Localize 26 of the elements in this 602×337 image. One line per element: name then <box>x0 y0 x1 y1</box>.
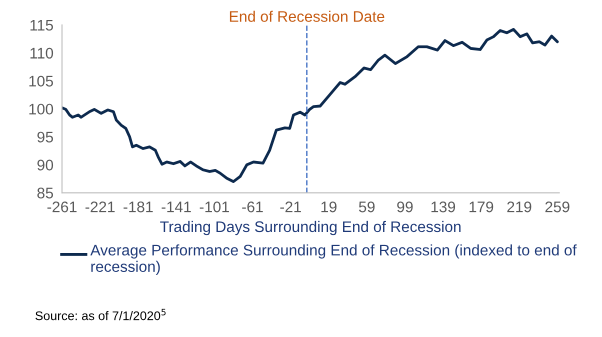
y-tick-label: 85 <box>37 188 54 198</box>
x-tick-label: -221 <box>86 202 115 212</box>
x-tick-label: 99 <box>397 202 413 212</box>
x-tick-label: -101 <box>200 202 229 212</box>
x-tick-label: -141 <box>162 202 191 212</box>
line-series <box>62 28 559 183</box>
x-tick-label: 19 <box>321 202 337 212</box>
x-tick-label: 59 <box>358 202 375 212</box>
ref-line-label: End of Recession Date <box>230 10 384 22</box>
legend-label: Average Performance Surrounding End of Recession (indexed to end of recession) <box>90 244 577 276</box>
y-tick-label: 95 <box>37 132 54 143</box>
y-tick-label: 90 <box>37 160 54 170</box>
y-tick-label: 100 <box>29 104 54 115</box>
x-tick-label: 179 <box>470 202 494 212</box>
x-axis-title: Trading Days Surrounding End of Recession <box>160 220 461 236</box>
x-tick-label: 219 <box>507 202 532 212</box>
y-tick-label: 110 <box>30 48 54 59</box>
x-tick-label: -21 <box>280 202 301 212</box>
x-tick-label: -261 <box>47 202 77 212</box>
x-tick-label: -181 <box>124 202 153 212</box>
y-tick-label: 115 <box>30 20 54 31</box>
source-note: Source: as of 7/1/2020$^{5}$ <box>35 308 166 320</box>
x-tick-label: 139 <box>431 202 456 212</box>
x-tick-label: -61 <box>242 202 263 212</box>
x-tick-label: 259 <box>545 202 570 212</box>
y-tick-label: 105 <box>29 76 54 87</box>
